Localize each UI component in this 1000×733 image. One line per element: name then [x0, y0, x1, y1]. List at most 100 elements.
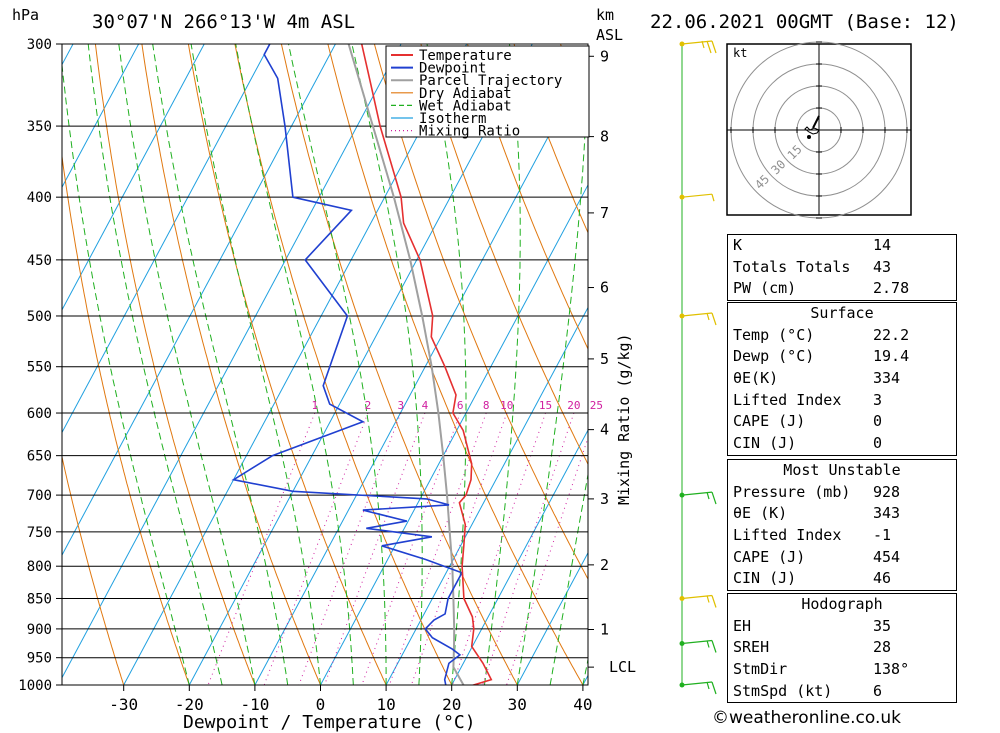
pressure-tick-label: 750	[27, 525, 52, 541]
mixing-ratio-label: 10	[500, 399, 513, 412]
height-tick-label: 3	[600, 490, 609, 508]
surface-row: CIN (J) 0	[733, 434, 883, 453]
unstable-row: CAPE (J) 454	[733, 547, 901, 566]
isotherm-line	[62, 44, 402, 679]
isotherm-line	[254, 61, 588, 685]
wind-barb	[681, 193, 715, 202]
legend-box	[385, 45, 590, 138]
x-axis-label: Dewpoint / Temperature (°C)	[183, 712, 476, 733]
hodograph-row: StmSpd (kt) 6	[733, 681, 883, 700]
wind-barb	[681, 40, 717, 54]
height-tick-label: 1	[600, 620, 609, 638]
temperature-tick-label: -20	[175, 695, 204, 714]
lcl-label: LCL	[609, 658, 636, 676]
pressure-tick-label: 900	[27, 622, 52, 638]
wet-adiabat-line	[549, 471, 588, 685]
datetime-title: 22.06.2021 00GMT (Base: 12)	[650, 11, 959, 33]
pressure-tick-label: 350	[27, 119, 52, 135]
hodograph-table: Hodograph EH 35 SREH 28 StmDir 138° StmSpd …	[727, 593, 957, 704]
isotherm-line	[62, 44, 140, 189]
storm-motion-marker	[807, 135, 811, 139]
mixing-ratio-label: 4	[422, 399, 429, 412]
mixing-ratio-line	[263, 412, 369, 685]
temperature-tick-label: -10	[240, 695, 269, 714]
pressure-tick-label: 500	[27, 309, 52, 325]
wind-barb	[681, 491, 717, 505]
wet-adiabat-line	[287, 44, 387, 685]
dry-adiabat-line	[62, 152, 190, 685]
dry-adiabat-line	[968, 26, 1000, 685]
height-tick-label: 7	[600, 204, 609, 222]
surface-row: CAPE (J) 0	[733, 412, 883, 431]
hodograph-trace	[812, 115, 820, 129]
legend-label: Dry Adiabat	[419, 86, 512, 102]
index-row: Totals Totals 43	[733, 257, 892, 276]
unit-km: km	[596, 6, 614, 24]
unstable-row: CIN (J) 46	[733, 569, 892, 588]
hodograph-trace	[804, 126, 820, 135]
pressure-tick-label: 550	[27, 360, 52, 376]
legend-label: Wet Adiabat	[419, 98, 512, 114]
wind-barb-staff	[681, 193, 713, 198]
pressure-tick-label: 950	[27, 651, 52, 667]
dry-adiabat-line	[280, 44, 518, 685]
hodograph-title: Hodograph	[801, 595, 883, 613]
isotherm-line	[188, 44, 533, 685]
pressure-tick-label: 450	[27, 253, 52, 269]
isotherm-line	[62, 44, 205, 311]
unit-asl: ASL	[596, 26, 623, 44]
mixing-ratio-label: 15	[539, 399, 552, 412]
mixing-ratio-label: 2	[365, 399, 372, 412]
pressure-tick-label: 300	[27, 37, 52, 53]
legend-label: Dewpoint	[419, 61, 486, 77]
height-tick-label: 9	[600, 47, 609, 65]
wet-adiabat-line	[516, 44, 588, 685]
surface-title: Surface	[810, 304, 874, 322]
wet-adiabat-line	[235, 44, 354, 685]
surface-row: Dewp (°C) 19.4	[733, 347, 910, 366]
height-tick-label: 5	[600, 350, 609, 368]
plot-frame	[61, 43, 589, 686]
surface-row: Temp (°C) 22.2	[733, 325, 910, 344]
wet-adiabat-line	[190, 44, 321, 685]
pressure-tick-label: 850	[27, 591, 52, 607]
wet-adiabat-line	[118, 44, 256, 685]
temperature-tick-label: -30	[109, 695, 138, 714]
isotherm-line	[0, 44, 7, 685]
mixing-ratio-line	[324, 412, 426, 685]
mixing-ratio-label: 8	[483, 399, 490, 412]
isotherm-line	[320, 183, 588, 685]
credit-link[interactable]: ©weatheronline.co.uk	[712, 708, 902, 728]
unstable-title: Most Unstable	[783, 461, 901, 479]
isotherm-line	[516, 551, 588, 685]
wind-barb	[681, 312, 717, 326]
wind-barb	[681, 639, 717, 653]
dry-adiabat-line	[373, 44, 588, 581]
height-tick-label: 4	[600, 421, 609, 439]
unit-hpa: hPa	[12, 6, 39, 24]
wind-barb-flag	[711, 640, 717, 653]
index-row: PW (cm) 2.78	[733, 279, 910, 298]
index-row: K 14	[733, 236, 892, 254]
isotherm-line	[451, 429, 588, 685]
wind-barb-dot	[679, 492, 685, 498]
wet-adiabat-line	[484, 44, 521, 685]
wet-adiabat-line	[426, 44, 467, 685]
pressure-tick-label: 1000	[18, 678, 52, 694]
temperature-tick-label: 0	[316, 695, 326, 714]
dry-adiabat-line	[466, 44, 588, 351]
wind-barb-flag	[711, 595, 717, 608]
dry-adiabat-line	[234, 44, 453, 685]
hodograph-row: EH 35	[733, 616, 892, 635]
dry-adiabat-line	[513, 44, 588, 234]
wet-adiabat-line	[351, 44, 423, 685]
location-title: 30°07'N 266°13'W 4m ASL	[92, 11, 355, 33]
dry-adiabat-line	[94, 44, 256, 685]
pressure-tick-label: 650	[27, 449, 52, 465]
height-tick-label: 2	[600, 556, 609, 574]
wind-barb-flag	[706, 595, 710, 603]
height-tick-label: 8	[600, 128, 609, 146]
legend-label: Mixing Ratio	[419, 124, 520, 140]
dry-adiabat-line	[187, 44, 387, 685]
